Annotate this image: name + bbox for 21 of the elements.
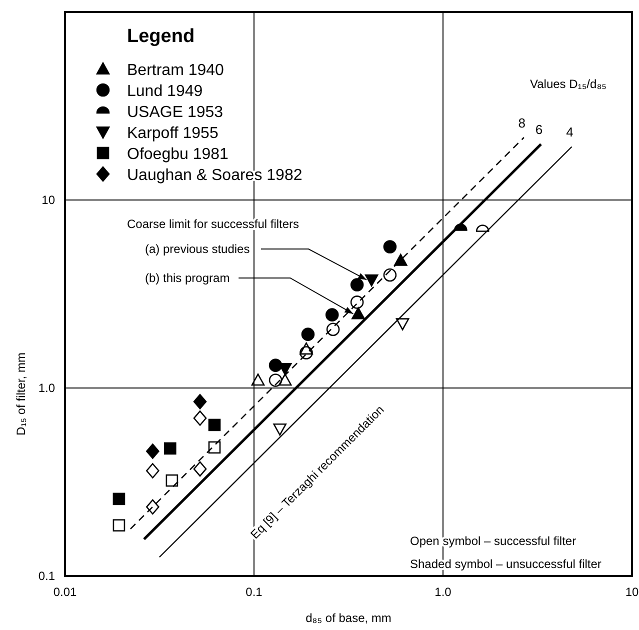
y-tick-label: 10 (42, 193, 56, 207)
annotation: Values D₁₅/d₈₅ (530, 77, 607, 91)
legend-label: Bertram 1940 (127, 62, 224, 79)
x-axis-title: d₈₅ of base, mm (306, 611, 392, 625)
y-tick-label: 0.1 (38, 569, 56, 583)
annotation: (b) this program (145, 271, 230, 285)
y-tick-label: 1.0 (38, 381, 56, 395)
annotation: (a) previous studies (145, 242, 250, 256)
series-label: 8 (518, 116, 526, 130)
y-axis-title: D₁₅ of filter, mm (14, 352, 28, 436)
x-tick-label: 0.01 (53, 585, 77, 599)
legend-title: Legend (127, 26, 195, 47)
legend-label: Ofoegbu 1981 (127, 146, 229, 163)
x-tick-label: 10 (625, 585, 639, 599)
series-label: 6 (535, 122, 543, 138)
series-label: 4 (566, 124, 574, 140)
legend-label: Lund 1949 (127, 83, 203, 100)
x-tick-label: 1.0 (434, 585, 452, 599)
legend-label: Karpoff 1955 (127, 125, 218, 142)
legend-label: USAGE 1953 (127, 104, 224, 121)
x-tick-label: 0.1 (246, 585, 263, 599)
